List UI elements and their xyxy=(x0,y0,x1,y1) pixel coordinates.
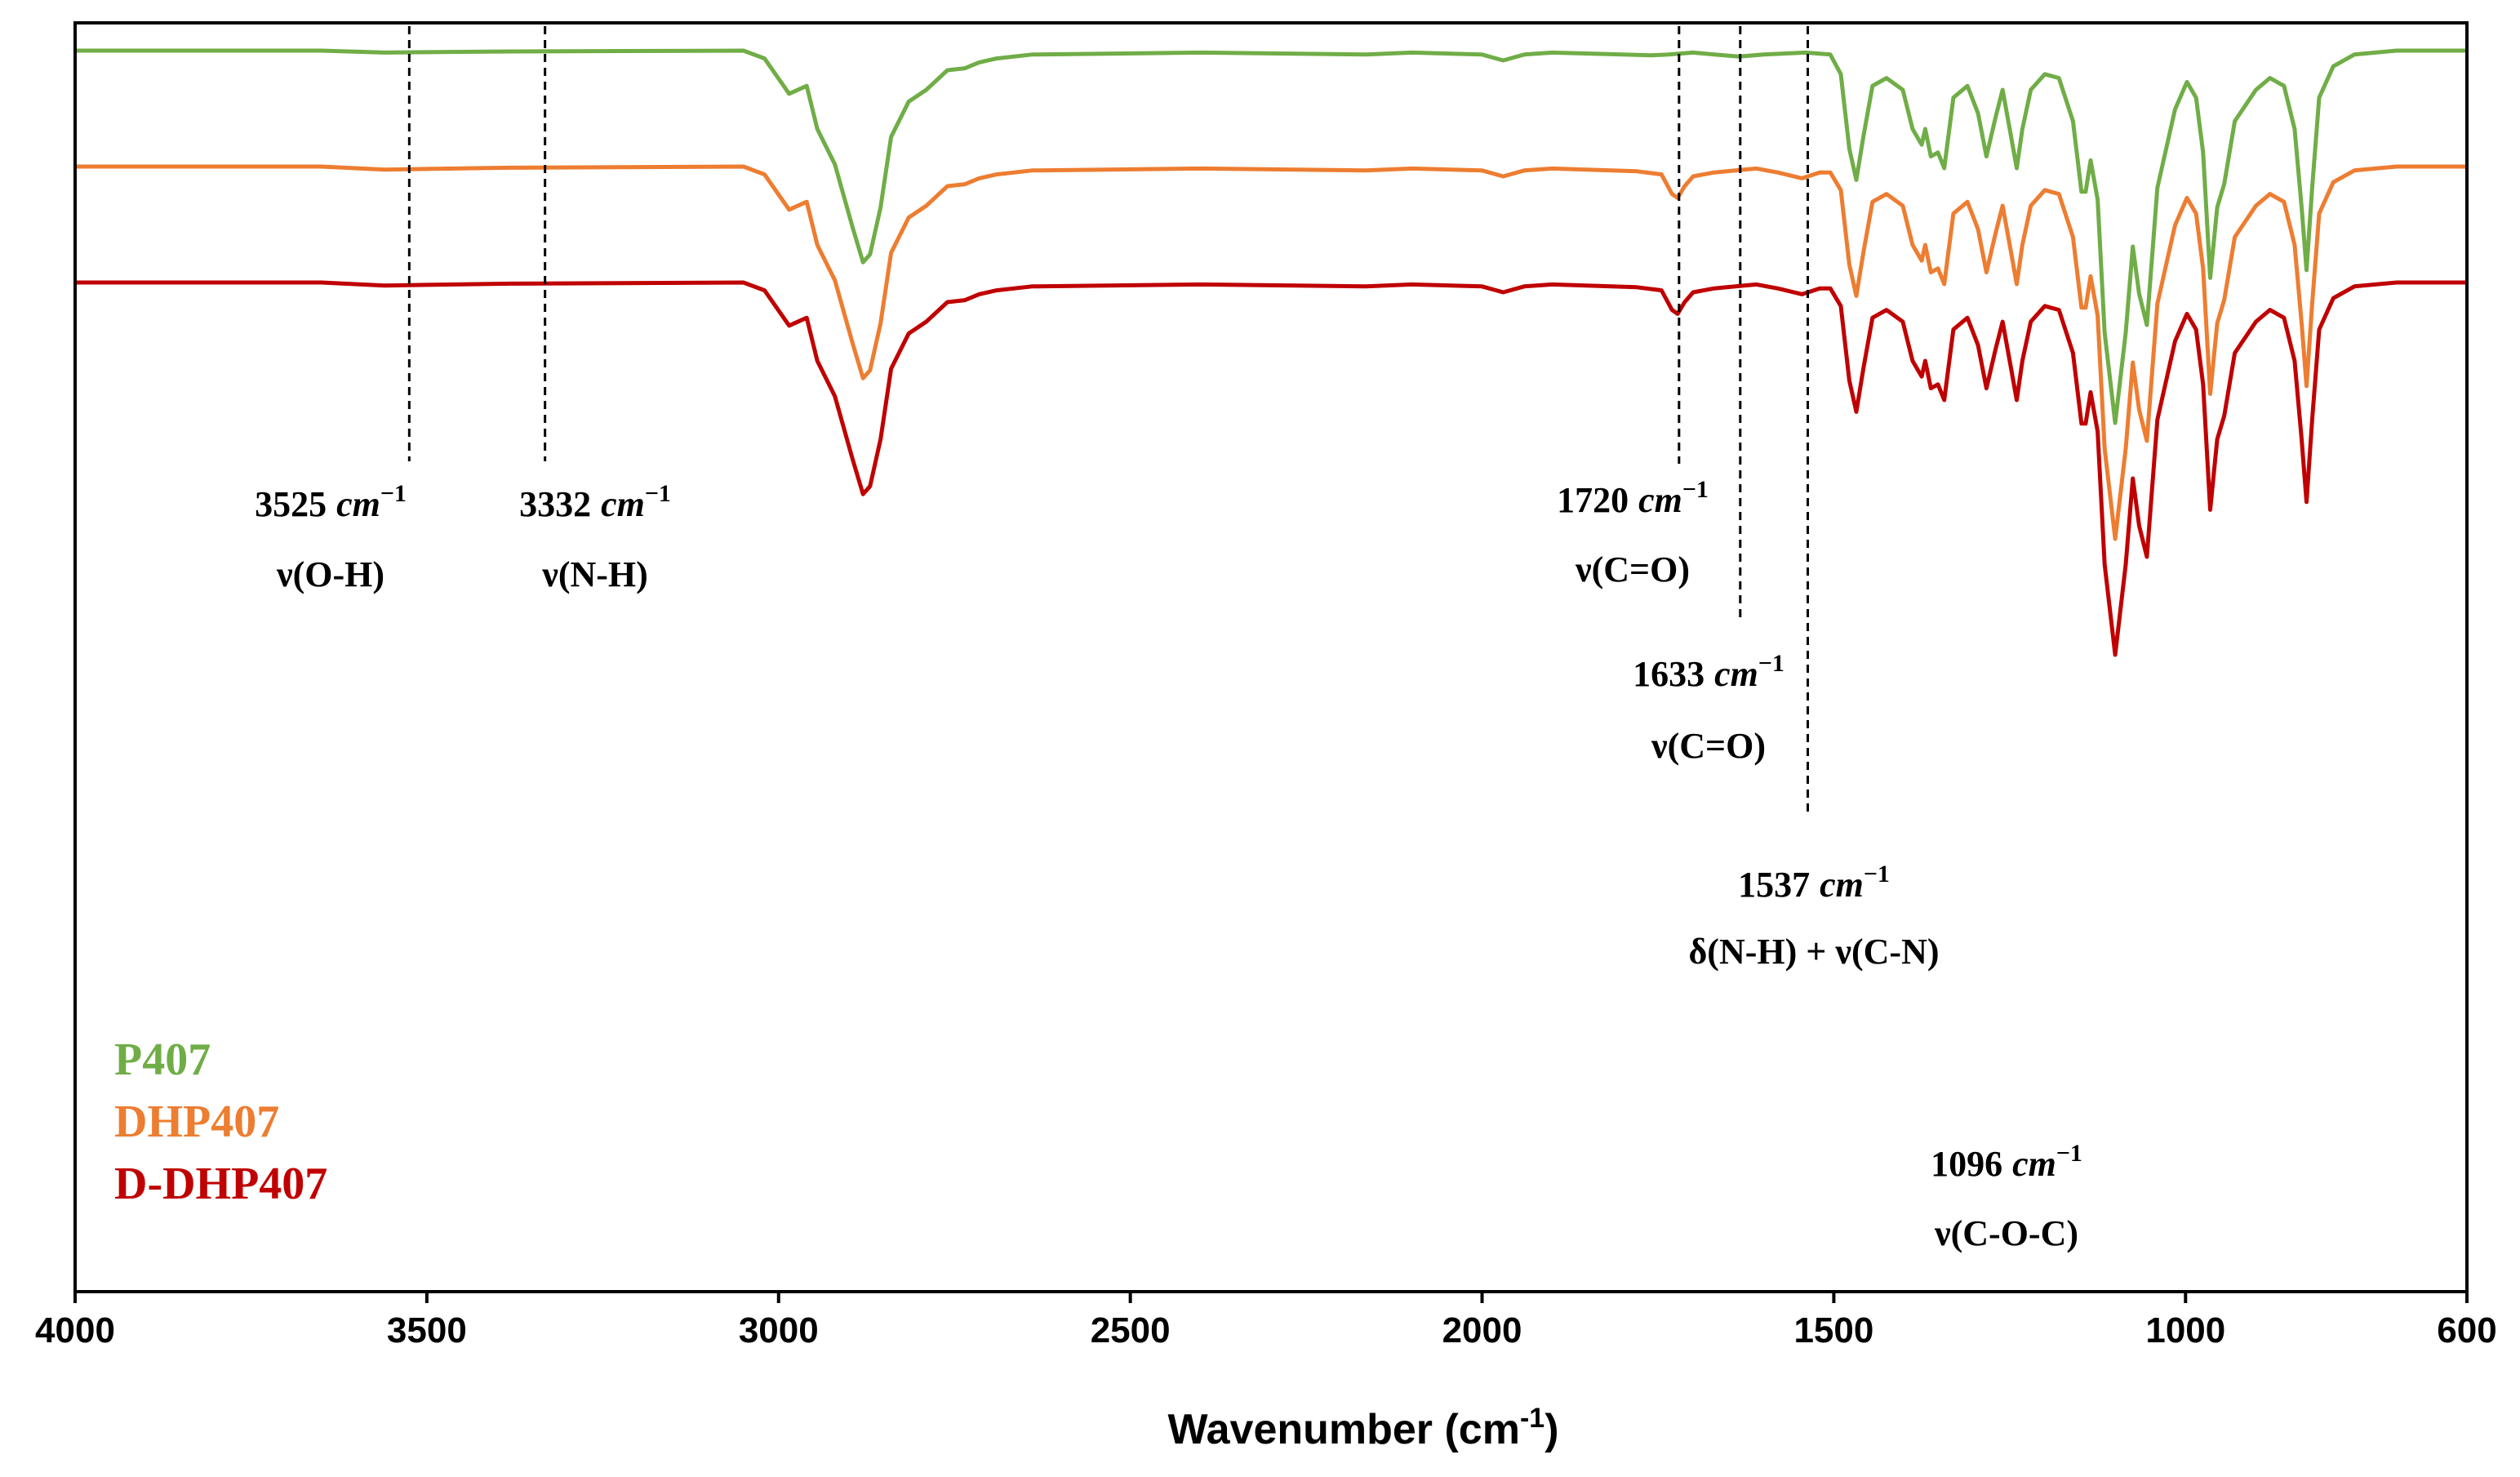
plot-frame xyxy=(73,21,2469,1293)
annotation-1720-label: ν(C=O) xyxy=(1575,549,1690,589)
legend-item-dhp407: DHP407 xyxy=(114,1097,279,1147)
x-tick-label: 3500 xyxy=(387,1310,467,1350)
annotation-1096: 1096 cm−1 ν(C-O-C) xyxy=(1931,1140,2082,1253)
annotation-1537-label: δ(N-H) + ν(C-N) xyxy=(1688,932,1939,972)
series-line-p407 xyxy=(75,48,2467,425)
annotation-1633-value: 1633 cm−1 xyxy=(1633,650,1784,694)
annotation-3332-value: 3332 cm−1 xyxy=(519,480,671,524)
legend-item-p407: P407 xyxy=(114,1034,211,1085)
annotation-1537-value: 1537 cm−1 xyxy=(1738,861,1890,905)
annotation-1633: 1633 cm−1 ν(C=O) xyxy=(1633,650,1784,766)
annotation-3332-label: ν(N-H) xyxy=(541,554,648,594)
annotation-1633-label: ν(C=O) xyxy=(1651,726,1766,766)
x-tick-label: 1500 xyxy=(1793,1310,1873,1350)
annotation-lines xyxy=(407,26,1810,816)
x-tick-label: 2000 xyxy=(1442,1310,1522,1350)
annotation-3332: 3332 cm−1 ν(N-H) xyxy=(519,480,671,594)
x-tick-label: 4000 xyxy=(35,1310,115,1350)
annotation-1720-value: 1720 cm−1 xyxy=(1557,476,1709,520)
annotation-1537: 1537 cm−1 δ(N-H) + ν(C-N) xyxy=(1688,861,1939,972)
x-axis-title: Wavenumber (cm-1) xyxy=(1167,1403,1558,1453)
annotation-3525-label: ν(O-H) xyxy=(276,554,384,594)
annotation-1720: 1720 cm−1 ν(C=O) xyxy=(1557,476,1709,589)
series-layer xyxy=(75,48,2467,657)
series-line-d-dhp407 xyxy=(75,280,2467,657)
legend: P407 DHP407 D-DHP407 xyxy=(114,1034,327,1209)
x-tick-label: 2500 xyxy=(1091,1310,1171,1350)
annotation-3525: 3525 cm−1 ν(O-H) xyxy=(255,480,407,594)
annotation-1096-label: ν(C-O-C) xyxy=(1934,1213,2078,1253)
x-tick-label: 600 xyxy=(2437,1310,2496,1350)
legend-item-d-dhp407: D-DHP407 xyxy=(114,1159,327,1209)
x-tick-label: 1000 xyxy=(2145,1310,2225,1350)
annotation-3525-value: 3525 cm−1 xyxy=(255,480,407,524)
x-tick-label: 3000 xyxy=(739,1310,819,1350)
annotation-1096-value: 1096 cm−1 xyxy=(1931,1140,2082,1184)
series-line-dhp407 xyxy=(75,164,2467,541)
x-axis-ticks: 4000 3500 3000 2500 2000 1500 1000 600 xyxy=(35,1292,2497,1350)
